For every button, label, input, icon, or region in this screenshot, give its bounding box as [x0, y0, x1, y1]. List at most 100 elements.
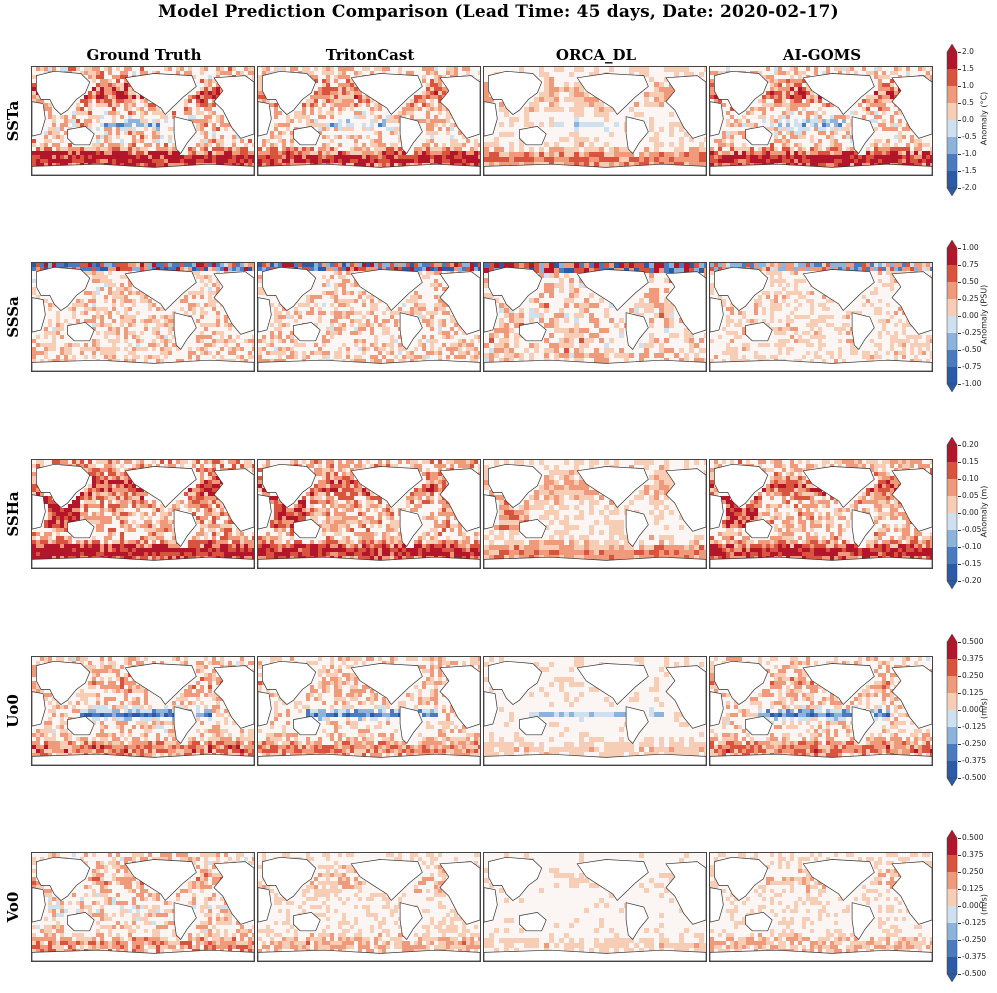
- heat-cell: [434, 295, 438, 299]
- heat-cell: [738, 335, 742, 339]
- heat-cell: [689, 162, 694, 167]
- heat-cell: [334, 283, 338, 287]
- heat-cell: [48, 147, 52, 151]
- heat-cell: [350, 123, 354, 127]
- heat-cell: [619, 353, 624, 358]
- heat-cell: [144, 267, 148, 271]
- heat-cell: [338, 351, 342, 355]
- heat-cell: [266, 351, 270, 355]
- heat-cell: [734, 123, 738, 127]
- heat-cell: [842, 327, 846, 331]
- heat-cell: [370, 323, 374, 327]
- heat-cell: [326, 291, 330, 295]
- heat-cell: [112, 111, 116, 115]
- heat-cell: [84, 355, 88, 359]
- heat-cell: [679, 67, 684, 72]
- heat-cell: [494, 142, 499, 147]
- heat-cell: [358, 339, 362, 343]
- heat-cell: [489, 333, 494, 338]
- heat-cell: [484, 278, 489, 283]
- heat-cell: [56, 159, 60, 163]
- heat-cell: [286, 355, 290, 359]
- heat-cell: [446, 71, 450, 75]
- heat-cell: [92, 464, 96, 468]
- heat-cell: [294, 343, 298, 347]
- heat-cell: [172, 147, 176, 151]
- heat-cell: [286, 335, 290, 339]
- heat-cell: [398, 347, 402, 351]
- heat-cell: [604, 358, 609, 363]
- heat-cell: [898, 131, 902, 135]
- heat-cell: [778, 291, 782, 295]
- heat-cell: [318, 95, 322, 99]
- heat-cell: [584, 343, 589, 348]
- heat-cell: [262, 67, 266, 71]
- heat-cell: [258, 155, 262, 159]
- heat-cell: [430, 267, 434, 271]
- heat-cell: [374, 319, 378, 323]
- heat-cell: [200, 87, 204, 91]
- heat-cell: [216, 127, 220, 131]
- heat-cell: [180, 299, 184, 303]
- heat-cell: [274, 111, 278, 115]
- heat-cell: [160, 307, 164, 311]
- heat-cell: [544, 87, 549, 92]
- heat-cell: [204, 460, 208, 464]
- heat-cell: [132, 147, 136, 151]
- heat-cell: [918, 347, 922, 351]
- heat-cell: [346, 99, 350, 103]
- heat-cell: [338, 87, 342, 91]
- heat-cell: [168, 139, 172, 143]
- heat-cell: [894, 111, 898, 115]
- coastline: [488, 266, 543, 311]
- heat-cell: [774, 139, 778, 143]
- heat-cell: [398, 359, 402, 363]
- heat-cell: [886, 91, 890, 95]
- heat-cell: [594, 67, 599, 72]
- heat-cell: [386, 307, 390, 311]
- heat-cell: [228, 67, 232, 71]
- heat-cell: [910, 263, 914, 267]
- heat-cell: [794, 87, 798, 91]
- heat-cell: [382, 311, 386, 315]
- heat-cell: [128, 87, 132, 91]
- heat-cell: [669, 323, 674, 328]
- heat-cell: [168, 339, 172, 343]
- heat-cell: [414, 99, 418, 103]
- heat-cell: [112, 343, 116, 347]
- heat-cell: [654, 137, 659, 142]
- heat-cell: [232, 464, 236, 468]
- heat-cell: [204, 131, 208, 135]
- heat-cell: [426, 275, 430, 279]
- heat-cell: [846, 267, 850, 271]
- heat-cell: [818, 139, 822, 143]
- heat-cell: [426, 139, 430, 143]
- heat-cell: [846, 127, 850, 131]
- heat-cell: [104, 307, 108, 311]
- heat-cell: [798, 263, 802, 267]
- heat-cell: [294, 155, 298, 159]
- heat-cell: [434, 131, 438, 135]
- colorbar-tick-label: -0.25: [962, 328, 982, 337]
- heat-cell: [382, 151, 386, 155]
- heat-cell: [156, 307, 160, 311]
- heat-cell: [342, 159, 346, 163]
- heat-cell: [664, 157, 669, 162]
- heat-cell: [554, 122, 559, 127]
- heat-cell: [559, 67, 564, 72]
- heat-cell: [818, 115, 822, 119]
- heat-cell: [282, 347, 286, 351]
- heat-cell: [414, 155, 418, 159]
- heat-cell: [204, 159, 208, 163]
- heat-cell: [298, 263, 302, 267]
- heat-cell: [790, 127, 794, 131]
- heat-cell: [88, 71, 92, 75]
- heat-cell: [286, 347, 290, 351]
- heat-cell: [549, 147, 554, 152]
- heat-cell: [898, 147, 902, 151]
- heat-cell: [116, 327, 120, 331]
- heat-cell: [124, 163, 128, 167]
- heat-cell: [569, 132, 574, 137]
- heat-cell: [318, 87, 322, 91]
- heat-cell: [362, 143, 366, 147]
